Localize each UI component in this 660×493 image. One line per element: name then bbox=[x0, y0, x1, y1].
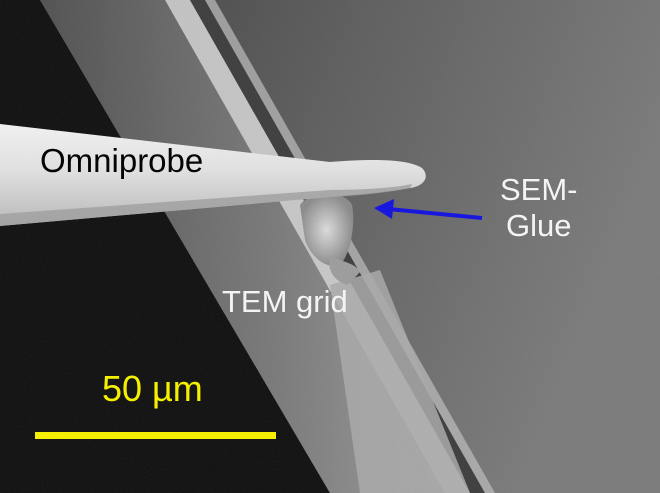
tem-grid-label: TEM grid bbox=[222, 284, 348, 319]
sem-glue-label-line1: SEM- bbox=[500, 172, 578, 207]
scale-bar-label: 50 µm bbox=[102, 368, 203, 409]
scale-bar bbox=[35, 432, 276, 439]
sem-glue-label-line2: Glue bbox=[506, 208, 572, 243]
sem-glue-label: SEM- Glue bbox=[500, 172, 578, 244]
omniprobe-label: Omniprobe bbox=[40, 142, 204, 179]
